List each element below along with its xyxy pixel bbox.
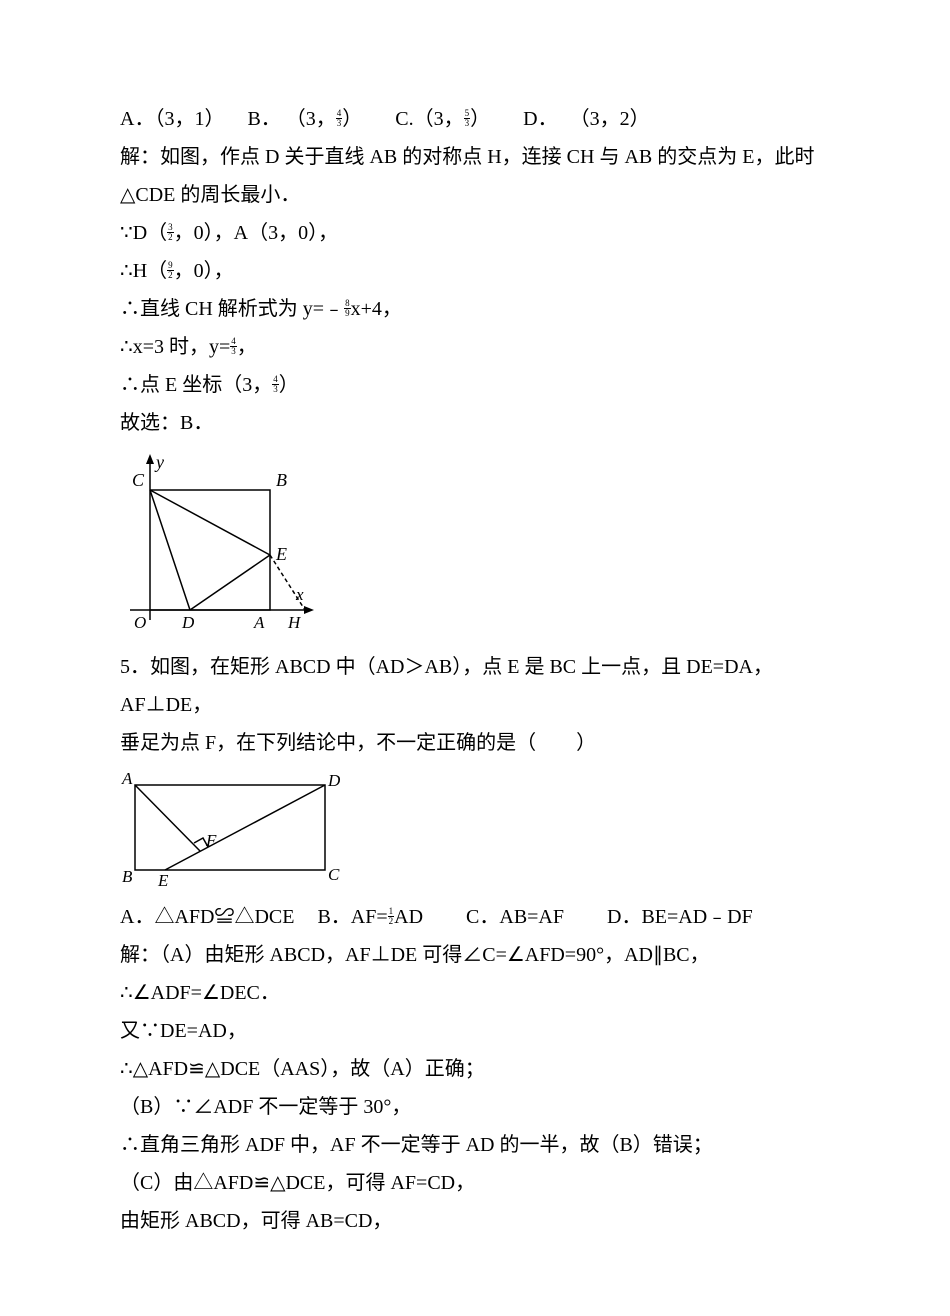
q4-fig-O: O [134, 613, 146, 632]
q4-sol-l1: 解：如图，作点 D 关于直线 AB 的对称点 H，连接 CH 与 AB 的交点为… [120, 138, 840, 176]
q4-figure: y C B E x O D A H [120, 450, 320, 640]
q4-fig-D: D [181, 613, 195, 632]
q4-sol-l5-frac: 89 [344, 299, 351, 318]
q5-stem-l1: 5．如图，在矩形 ABCD 中（AD＞AB），点 E 是 BC 上一点，且 DE… [120, 648, 840, 724]
q4-opt-B-close: ） [342, 108, 362, 130]
q5-sol-l8: 由矩形 ABCD，可得 AB=CD， [120, 1202, 840, 1240]
q4-fig-y: y [154, 452, 164, 472]
q5-fig-C: C [328, 865, 340, 884]
q5-opt-A: A．△AFD≌△DCE [120, 906, 294, 928]
q4-opt-B-frac: 43 [336, 109, 343, 128]
q4-fig-B: B [276, 470, 287, 490]
q4-fig-E: E [275, 544, 287, 564]
q4-opt-B-open: （3， [286, 108, 336, 130]
q5-opt-B-post: AD [394, 906, 423, 928]
q4-fig-H: H [287, 613, 302, 632]
q4-sol-l7-frac: 43 [272, 375, 279, 394]
q4-sol-l5: ∴直线 CH 解析式为 y=﹣89x+4， [120, 290, 840, 328]
q4-opt-C-open: （3， [414, 108, 464, 130]
q4-sol-l3-frac: 32 [167, 223, 174, 242]
q4-sol-l7: ∴点 E 坐标（3，43） [120, 366, 840, 404]
q4-opt-C-close: ） [470, 108, 490, 130]
q5-opt-B-frac: 12 [388, 907, 395, 926]
q4-sol-l4: ∴H（92，0）， [120, 252, 840, 290]
q4-sol-l3: ∵D（32，0），A（3，0）， [120, 214, 840, 252]
q4-opt-C-frac: 53 [464, 109, 471, 128]
q4-sol-l8: 故选：B． [120, 404, 840, 442]
q5-options: A．△AFD≌△DCE B．AF=12AD C．AB=AF D．BE=AD﹣DF [120, 898, 840, 936]
q5-sol-l7: （C）由△AFD≌△DCE，可得 AF=CD， [120, 1164, 840, 1202]
q5-sol-l3: 又∵DE=AD， [120, 1012, 840, 1050]
q4-opt-A: A．（3，1） [120, 108, 224, 130]
q5-opt-C: C．AB=AF [466, 906, 564, 928]
q5-sol-l6: ∴直角三角形 ADF 中，AF 不一定等于 AD 的一半，故（B）错误； [120, 1126, 840, 1164]
q4-fig-C: C [132, 470, 145, 490]
q5-fig-F: F [205, 831, 217, 850]
q4-sol-l2: △CDE 的周长最小． [120, 176, 840, 214]
q5-figure: A D B C E F [120, 770, 345, 890]
q4-sol-l6: ∴x=3 时，y=43， [120, 328, 840, 366]
q5-sol-l1: 解：（A）由矩形 ABCD，AF⊥DE 可得∠C=∠AFD=90°，AD∥BC， [120, 936, 840, 974]
q4-options: A．（3，1） B． （3，43） C.（3，53） D．（3，2） [120, 100, 840, 138]
q5-sol-l4: ∴△AFD≌△DCE（AAS），故（A）正确； [120, 1050, 840, 1088]
q4-opt-D-prefix: D． [523, 108, 557, 130]
q4-fig-x: x [295, 585, 304, 604]
q5-opt-D: D．BE=AD﹣DF [607, 906, 753, 928]
q5-stem-l2: 垂足为点 F，在下列结论中，不一定正确的是（ ） [120, 724, 840, 762]
q5-opt-B-pre: B．AF= [317, 906, 387, 928]
q4-opt-B-prefix: B． [247, 108, 280, 130]
q5-fig-A: A [121, 770, 133, 788]
q4-opt-D-text: （3，2） [570, 108, 650, 130]
q5-fig-B: B [122, 867, 133, 886]
q4-sol-l4-frac: 92 [167, 261, 174, 280]
q4-opt-C-prefix: C. [395, 108, 413, 130]
q4-fig-A: A [253, 613, 265, 632]
q4-sol-l6-frac: 43 [230, 337, 237, 356]
q5-fig-E: E [157, 871, 169, 890]
q5-sol-l5: （B）∵∠ADF 不一定等于 30°， [120, 1088, 840, 1126]
q5-sol-l2: ∴∠ADF=∠DEC． [120, 974, 840, 1012]
page: A．（3，1） B． （3，43） C.（3，53） D．（3，2） 解：如图，… [0, 0, 950, 1300]
q5-fig-D: D [327, 771, 341, 790]
